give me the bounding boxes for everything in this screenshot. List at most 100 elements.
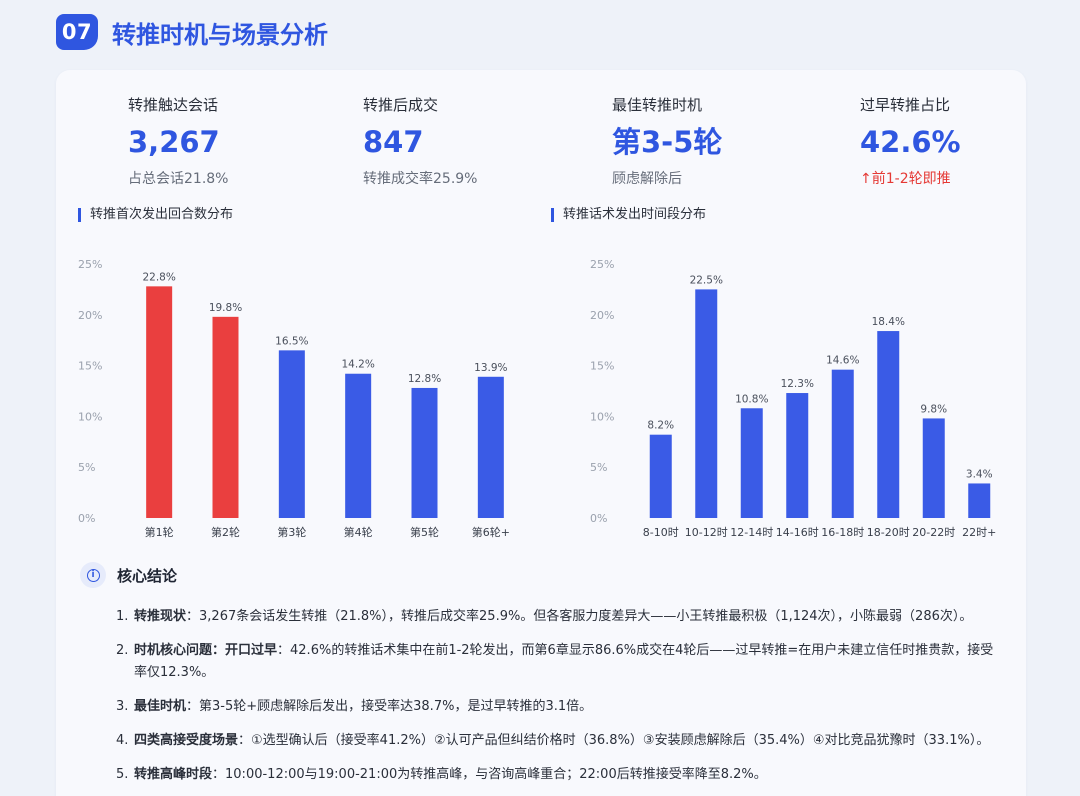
kpi-best-timing: 最佳转推时机 第3-5轮 顾虑解除后 bbox=[612, 94, 722, 188]
kpi-label: 转推触达会话 bbox=[128, 96, 219, 114]
x-tick-label: 第4轮 bbox=[344, 525, 373, 539]
item-keyword: 转推高峰时段 bbox=[134, 767, 213, 782]
kpi-subtext: 顾虑解除后 bbox=[612, 171, 682, 187]
x-tick-label: 第3轮 bbox=[277, 525, 306, 539]
item-number: 2. bbox=[116, 643, 129, 658]
y-tick-label: 15% bbox=[590, 360, 614, 373]
data-label: 8.2% bbox=[647, 420, 674, 432]
x-tick-label: 12-14时 bbox=[730, 526, 773, 539]
section-header: 07 转推时机与场景分析 bbox=[56, 14, 328, 50]
conclusion-item: 2. 时机核心问题：开口过早：42.6%的转推话术集中在前1-2轮发出，而第6章… bbox=[116, 640, 996, 684]
data-label: 16.5% bbox=[275, 335, 308, 347]
data-label: 14.6% bbox=[826, 355, 859, 367]
y-tick-label: 0% bbox=[78, 512, 95, 525]
x-tick-label: 20-22时 bbox=[912, 526, 955, 539]
data-label: 22.8% bbox=[142, 271, 175, 283]
conclusion-item: 3. 最佳时机：第3-5轮+顾虑解除后发出，接受率达38.7%，是过早转推的3.… bbox=[116, 696, 996, 718]
data-label: 12.3% bbox=[781, 378, 814, 390]
chart-title-timeslots: 转推话术发出时间段分布 bbox=[551, 208, 706, 222]
bar bbox=[877, 331, 900, 518]
bar bbox=[345, 373, 372, 518]
item-text: ：3,267条会话发生转推（21.8%），转推后成交率25.9%。但各客服力度差… bbox=[186, 609, 973, 624]
y-tick-label: 5% bbox=[78, 461, 95, 474]
info-badge: i bbox=[80, 562, 106, 588]
kpi-value: 第3-5轮 bbox=[612, 125, 723, 159]
kpi-label: 最佳转推时机 bbox=[612, 96, 703, 114]
item-number: 5. bbox=[116, 767, 129, 782]
kpi-early-push-share: 过早转推占比 42.6% ↑前1-2轮即推 bbox=[860, 94, 961, 188]
data-label: 19.8% bbox=[209, 302, 242, 314]
data-label: 3.4% bbox=[966, 468, 993, 480]
y-tick-label: 25% bbox=[590, 258, 614, 271]
conclusion-item: 1. 转推现状：3,267条会话发生转推（21.8%），转推后成交率25.9%。… bbox=[116, 606, 996, 628]
data-label: 22.5% bbox=[690, 274, 723, 286]
bar bbox=[922, 418, 945, 518]
kpi-deals-after-push: 转推后成交 847 转推成交率25.9% bbox=[363, 94, 477, 188]
data-label: 13.9% bbox=[474, 362, 507, 374]
y-tick-label: 25% bbox=[78, 258, 102, 271]
bar bbox=[740, 408, 763, 518]
bar bbox=[786, 393, 809, 518]
x-tick-label: 14-16时 bbox=[776, 526, 819, 539]
kpi-label: 转推后成交 bbox=[363, 96, 439, 114]
bar bbox=[477, 376, 504, 518]
section-number-badge: 07 bbox=[56, 14, 98, 50]
kpi-touch-sessions: 转推触达会话 3,267 占总会话21.8% bbox=[128, 94, 228, 188]
conclusion-header: i 核心结论 bbox=[80, 562, 177, 588]
x-tick-label: 第6轮+ bbox=[472, 525, 510, 539]
conclusion-item: 4. 四类高接受度场景：①选型确认后（接受率41.2%）②认可产品但纠结价格时（… bbox=[116, 730, 996, 752]
y-tick-label: 15% bbox=[78, 360, 102, 373]
bar-chart-timeslots: 0% 5% 10% 15% 20% 25% 8.2% 8-10时 22.5% 10-12时 10.8… bbox=[590, 258, 996, 539]
bar bbox=[212, 316, 239, 518]
kpi-subtext: 转推成交率25.9% bbox=[363, 171, 478, 187]
kpi-value: 847 bbox=[363, 125, 424, 159]
kpi-subtext: 占总会话21.8% bbox=[128, 171, 229, 187]
item-keyword: 时机核心问题：开口过早 bbox=[134, 643, 278, 658]
data-label: 12.8% bbox=[408, 373, 441, 385]
data-label: 14.2% bbox=[341, 359, 374, 371]
y-tick-label: 20% bbox=[78, 309, 102, 322]
item-number: 4. bbox=[116, 733, 129, 748]
x-tick-label: 第2轮 bbox=[211, 525, 240, 539]
conclusion-title: 核心结论 bbox=[117, 566, 178, 585]
x-tick-label: 10-12时 bbox=[685, 526, 728, 539]
y-tick-label: 10% bbox=[590, 410, 614, 423]
item-text: ：第3-5轮+顾虑解除后发出，接受率达38.7%，是过早转推的3.1倍。 bbox=[186, 699, 593, 714]
bar bbox=[278, 350, 305, 518]
conclusion-item: 5. 转推高峰时段：10:00-12:00与19:00-21:00为转推高峰，与… bbox=[116, 764, 996, 786]
data-label: 18.4% bbox=[872, 316, 905, 328]
x-tick-label: 8-10时 bbox=[643, 526, 679, 539]
y-tick-label: 10% bbox=[78, 410, 102, 423]
bar bbox=[649, 434, 672, 518]
kpi-label: 过早转推占比 bbox=[860, 96, 951, 114]
x-tick-label: 第5轮 bbox=[410, 525, 439, 539]
item-keyword: 四类高接受度场景 bbox=[134, 733, 239, 748]
section-title: 转推时机与场景分析 bbox=[112, 20, 328, 49]
x-tick-label: 第1轮 bbox=[145, 525, 174, 539]
item-keyword: 最佳时机 bbox=[134, 699, 187, 714]
data-label: 9.8% bbox=[920, 403, 947, 415]
y-tick-label: 5% bbox=[590, 461, 607, 474]
conclusion-list: 1. 转推现状：3,267条会话发生转推（21.8%），转推后成交率25.9%。… bbox=[116, 606, 996, 796]
kpi-value: 42.6% bbox=[860, 125, 961, 159]
bar bbox=[695, 289, 718, 518]
x-tick-label: 18-20时 bbox=[867, 526, 910, 539]
x-tick-label: 16-18时 bbox=[821, 526, 864, 539]
kpi-value: 3,267 bbox=[128, 125, 220, 159]
bar-chart-rounds: 0% 5% 10% 15% 20% 25% 22.8% 第1轮 19.8% 第2轮 16.5% 第3轮… bbox=[78, 258, 510, 539]
bar bbox=[411, 387, 438, 518]
item-text: ：①选型确认后（接受率41.2%）②认可产品但纠结价格时（36.8%）③安装顾虑… bbox=[238, 733, 990, 748]
info-icon: i bbox=[86, 568, 100, 582]
x-tick-label: 22时+ bbox=[962, 526, 996, 539]
item-text: ：42.6%的转推话术集中在前1-2轮发出，而第6章显示86.6%成交在4轮后—… bbox=[134, 643, 994, 680]
bar bbox=[968, 483, 991, 518]
analysis-card: 转推触达会话 3,267 占总会话21.8% 转推后成交 847 转推成交率25… bbox=[56, 70, 1026, 796]
item-text: ：10:00-12:00与19:00-21:00为转推高峰，与咨询高峰重合；22… bbox=[212, 767, 767, 782]
data-label: 10.8% bbox=[735, 393, 768, 405]
bar bbox=[146, 286, 173, 518]
item-keyword: 转推现状 bbox=[134, 609, 187, 624]
item-number: 1. bbox=[116, 609, 129, 624]
y-tick-label: 0% bbox=[590, 512, 607, 525]
y-tick-label: 20% bbox=[590, 309, 614, 322]
item-number: 3. bbox=[116, 699, 129, 714]
